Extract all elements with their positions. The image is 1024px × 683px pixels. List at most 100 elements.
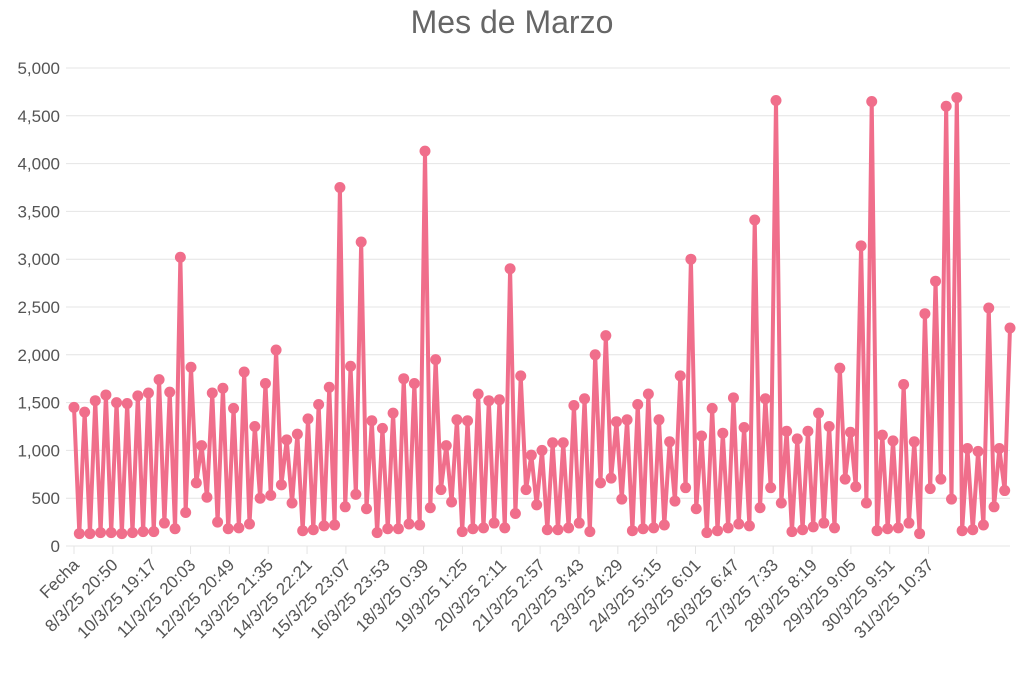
- data-point[interactable]: [642, 388, 654, 400]
- data-point[interactable]: [376, 422, 388, 434]
- data-point[interactable]: [961, 442, 973, 454]
- data-point[interactable]: [249, 421, 261, 432]
- data-point[interactable]: [174, 251, 186, 263]
- data-point[interactable]: [791, 433, 803, 445]
- data-point[interactable]: [669, 495, 681, 507]
- data-point[interactable]: [350, 488, 362, 500]
- data-point[interactable]: [1004, 322, 1016, 334]
- data-point[interactable]: [573, 517, 585, 529]
- data-point[interactable]: [632, 399, 644, 411]
- data-point[interactable]: [456, 526, 468, 538]
- data-point[interactable]: [749, 214, 761, 226]
- data-point[interactable]: [355, 236, 367, 248]
- data-point[interactable]: [228, 402, 240, 414]
- data-point[interactable]: [999, 485, 1011, 497]
- data-point[interactable]: [866, 95, 878, 107]
- data-point[interactable]: [515, 370, 527, 382]
- data-point[interactable]: [270, 344, 282, 356]
- data-point[interactable]: [680, 482, 692, 494]
- data-point[interactable]: [504, 263, 516, 275]
- data-point[interactable]: [786, 526, 798, 538]
- data-point[interactable]: [908, 436, 920, 448]
- data-point[interactable]: [813, 407, 825, 419]
- data-point[interactable]: [73, 528, 85, 540]
- data-point[interactable]: [664, 436, 676, 448]
- data-point[interactable]: [169, 523, 181, 535]
- data-point[interactable]: [818, 517, 830, 529]
- data-point[interactable]: [233, 522, 245, 534]
- data-point[interactable]: [212, 516, 224, 528]
- data-point[interactable]: [658, 519, 670, 531]
- data-point[interactable]: [552, 524, 564, 536]
- data-point[interactable]: [610, 416, 622, 428]
- data-point[interactable]: [690, 503, 702, 515]
- data-point[interactable]: [382, 523, 394, 535]
- data-point[interactable]: [541, 524, 553, 536]
- data-point[interactable]: [281, 434, 293, 446]
- data-point[interactable]: [903, 517, 915, 529]
- data-point[interactable]: [919, 308, 931, 320]
- data-point[interactable]: [871, 525, 883, 537]
- data-point[interactable]: [946, 493, 957, 505]
- data-point[interactable]: [882, 523, 894, 535]
- data-point[interactable]: [408, 377, 420, 389]
- data-point[interactable]: [217, 382, 229, 394]
- data-point[interactable]: [696, 430, 708, 442]
- data-point[interactable]: [860, 497, 872, 509]
- data-point[interactable]: [329, 519, 341, 531]
- data-point[interactable]: [201, 491, 213, 503]
- data-point[interactable]: [127, 527, 138, 539]
- data-point[interactable]: [589, 349, 601, 361]
- data-point[interactable]: [977, 519, 989, 531]
- data-point[interactable]: [712, 525, 723, 537]
- data-point[interactable]: [95, 527, 107, 539]
- data-point[interactable]: [440, 440, 452, 452]
- data-point[interactable]: [930, 275, 942, 287]
- data-point[interactable]: [892, 522, 904, 534]
- data-point[interactable]: [472, 388, 484, 400]
- data-point[interactable]: [839, 473, 851, 485]
- data-point[interactable]: [595, 477, 606, 489]
- data-point[interactable]: [727, 392, 739, 404]
- data-point[interactable]: [462, 415, 474, 427]
- data-point[interactable]: [238, 366, 250, 378]
- data-point[interactable]: [637, 523, 649, 535]
- data-point[interactable]: [924, 483, 936, 495]
- data-point[interactable]: [743, 520, 755, 532]
- data-point[interactable]: [653, 414, 665, 426]
- data-point[interactable]: [520, 484, 532, 496]
- data-point[interactable]: [206, 387, 218, 399]
- data-point[interactable]: [754, 502, 766, 514]
- data-point[interactable]: [972, 445, 984, 457]
- data-point[interactable]: [137, 526, 149, 538]
- data-point[interactable]: [142, 387, 154, 399]
- data-point[interactable]: [584, 526, 596, 538]
- data-point[interactable]: [79, 406, 91, 418]
- data-point[interactable]: [557, 437, 569, 449]
- data-point[interactable]: [685, 253, 697, 265]
- data-point[interactable]: [983, 302, 995, 314]
- data-point[interactable]: [222, 523, 234, 535]
- data-point[interactable]: [275, 479, 287, 491]
- data-point[interactable]: [956, 525, 968, 537]
- data-point[interactable]: [988, 501, 1000, 513]
- data-point[interactable]: [616, 493, 628, 505]
- data-point[interactable]: [621, 414, 633, 426]
- data-point[interactable]: [286, 497, 298, 509]
- data-point[interactable]: [499, 522, 511, 534]
- data-point[interactable]: [829, 522, 840, 534]
- data-point[interactable]: [302, 413, 314, 425]
- data-point[interactable]: [403, 518, 415, 530]
- data-point[interactable]: [259, 377, 271, 389]
- data-point[interactable]: [531, 499, 543, 511]
- data-point[interactable]: [648, 522, 660, 534]
- data-point[interactable]: [265, 489, 277, 501]
- data-point[interactable]: [674, 370, 686, 382]
- data-point[interactable]: [132, 390, 144, 402]
- data-point[interactable]: [807, 521, 819, 533]
- data-point[interactable]: [855, 240, 867, 252]
- data-point[interactable]: [701, 527, 713, 539]
- data-point[interactable]: [164, 386, 176, 398]
- data-point[interactable]: [313, 399, 325, 411]
- data-point[interactable]: [823, 421, 835, 432]
